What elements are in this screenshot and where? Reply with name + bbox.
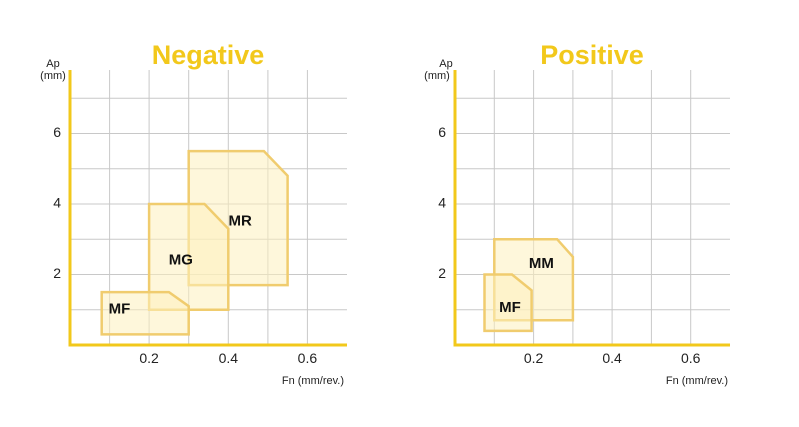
x-tick-label: 0.4	[602, 350, 622, 366]
region-mg	[147, 202, 230, 311]
x-tick-label: 0.6	[681, 350, 701, 366]
region-mf	[100, 290, 190, 336]
x-tick-label: 0.2	[524, 350, 544, 366]
chart-negative: MR MG MF 0.2 0.4 0.6 2 4 6 Negative Ap(mm) Fn (mm/r…	[40, 40, 347, 387]
chart-title: Positive	[540, 40, 644, 70]
chart-title: Negative	[152, 40, 265, 70]
y-axis-label: Ap	[46, 58, 59, 70]
x-tick-label: 0.6	[298, 350, 318, 366]
y-axis-unit: (mm)	[424, 70, 450, 82]
region-label-mg: MG	[169, 251, 193, 268]
y-tick-label: 2	[53, 265, 61, 281]
y-tick-label: 4	[438, 195, 446, 211]
y-tick-label: 6	[438, 124, 446, 140]
region-label-mr: MR	[229, 213, 252, 230]
region-label-mf: MF	[109, 301, 131, 318]
y-tick-label: 2	[438, 265, 446, 281]
x-tick-label: 0.4	[219, 350, 239, 366]
region-label-mm: MM	[529, 255, 554, 272]
x-tick-label: 0.2	[139, 350, 159, 366]
x-axis-label: Fn (mm/rev.)	[666, 375, 728, 387]
y-tick-label: 6	[53, 124, 61, 140]
chart-positive: MM MF 0.2 0.4 0.6 2 4 6 Positive Ap(mm) Fn (mm/rev…	[424, 40, 730, 387]
region-mf	[483, 273, 533, 333]
y-axis-unit: (mm)	[40, 70, 66, 82]
y-tick-label: 4	[53, 195, 61, 211]
y-axis-label: Ap	[439, 58, 452, 70]
x-axis-label: Fn (mm/rev.)	[282, 375, 344, 387]
region-label-mf: MF	[499, 299, 521, 316]
